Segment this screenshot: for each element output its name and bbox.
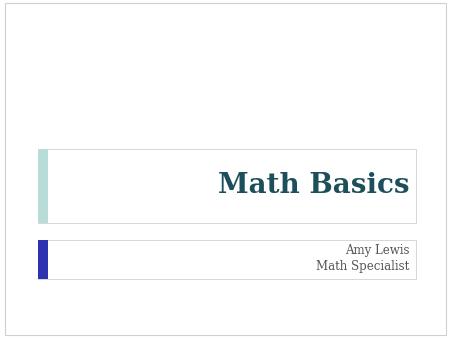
Text: Amy Lewis: Amy Lewis — [345, 244, 410, 257]
FancyBboxPatch shape — [38, 240, 416, 279]
FancyBboxPatch shape — [38, 240, 48, 279]
FancyBboxPatch shape — [38, 149, 48, 223]
Text: Math Basics: Math Basics — [218, 172, 410, 199]
FancyBboxPatch shape — [38, 149, 416, 223]
Text: Math Specialist: Math Specialist — [316, 260, 410, 273]
FancyBboxPatch shape — [4, 3, 446, 335]
